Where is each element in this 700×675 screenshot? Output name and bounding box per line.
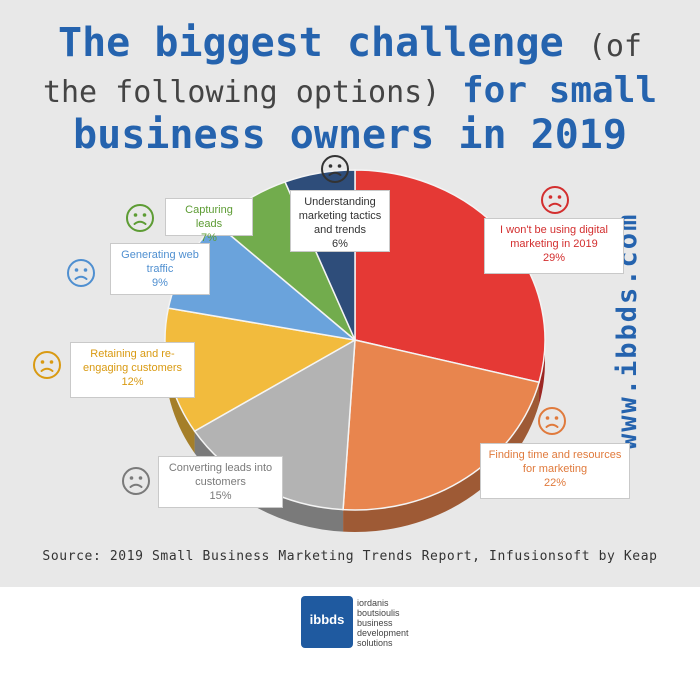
slice-label-text: I won't be using digital marketing in 20… — [500, 224, 608, 250]
slice-value-label: 15% — [209, 490, 232, 502]
slice-value-label: 12% — [121, 376, 144, 388]
slice-label: Finding time and resources for marketing… — [480, 443, 630, 499]
title-line-1: The biggest challenge (of — [0, 20, 700, 66]
title-line-3: business owners in 2019 — [73, 112, 627, 158]
logo-tagline-line: boutsioulis — [357, 608, 400, 618]
pie-slice-side — [194, 431, 344, 532]
pie-slice-side — [165, 340, 195, 454]
frown-face-icon — [321, 155, 349, 183]
slice-label-text: Capturing leads — [185, 204, 233, 230]
logo-tagline-line: iordanis — [357, 598, 389, 608]
slice-label: Retaining and re-engaging customers 12% — [70, 342, 195, 398]
slice-label: I won't be using digital marketing in 20… — [484, 218, 624, 274]
slice-value-label: 22% — [543, 477, 567, 489]
slice-label: Understanding marketing tactics and tren… — [290, 190, 390, 252]
title-line-2: the following options) for small — [0, 70, 700, 111]
frown-face-icon — [538, 407, 566, 435]
slice-value-label: 6% — [332, 238, 348, 250]
title-line-2-thin: the following options) — [42, 75, 441, 110]
slice-label-text: Converting leads into customers — [168, 462, 273, 488]
slice-label-text: Understanding marketing tactics and tren… — [298, 196, 382, 236]
frown-face-icon — [541, 186, 569, 214]
slice-label: Generating web traffic 9% — [110, 243, 210, 295]
slice-value-label: 9% — [152, 277, 168, 289]
slice-label: Capturing leads 7% — [165, 198, 253, 244]
slice-value-label: 7% — [201, 232, 217, 244]
slice-label-text: Finding time and resources for marketing — [488, 449, 622, 475]
logo-tagline-line: development — [357, 628, 409, 638]
logo-mark: ibbds — [309, 612, 345, 627]
frown-face-icon — [33, 351, 61, 379]
logo-tagline: iordanis boutsioulis business developmen… — [357, 598, 427, 648]
title-line-2-bold: for small — [461, 70, 658, 111]
logo-tagline-line: solutions — [357, 638, 393, 648]
slice-label-text: Generating web traffic — [121, 249, 199, 275]
title-line-1-thin: (of — [587, 29, 642, 64]
slice-label-text: Retaining and re-engaging customers — [82, 348, 183, 374]
pie-slice — [342, 339, 540, 511]
frown-face-icon — [126, 204, 154, 232]
source-note: Source: 2019 Small Business Marketing Tr… — [42, 549, 658, 564]
ibbds-logo: ibbds — [301, 596, 353, 648]
slice-label: Converting leads into customers 15% — [158, 456, 283, 508]
slice-value-label: 29% — [542, 252, 566, 264]
frown-face-icon — [122, 467, 150, 495]
logo-tagline-line: business — [357, 618, 393, 628]
frown-face-icon — [67, 259, 95, 287]
title-line-1-bold: The biggest challenge — [57, 20, 564, 66]
